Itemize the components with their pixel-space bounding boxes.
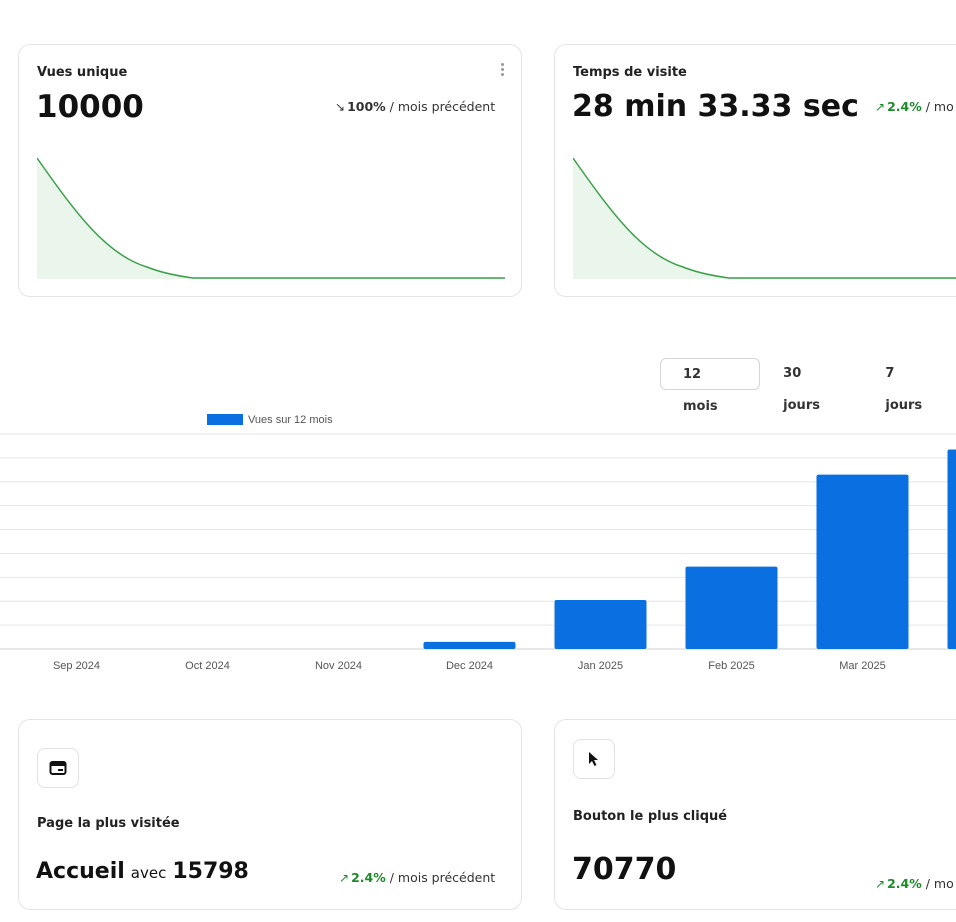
page-name: Accueil <box>36 859 125 884</box>
legend-swatch <box>207 414 243 425</box>
x-tick-label: Feb 2025 <box>708 660 754 672</box>
page-visit-count: 15798 <box>172 859 249 884</box>
most-clicked-button-value: 70770 <box>572 852 677 887</box>
with-label: avec <box>130 864 167 882</box>
unique-views-value: 10000 <box>36 89 144 125</box>
bar-jan-2025[interactable] <box>554 600 647 649</box>
x-tick-label: Dec 2024 <box>446 660 493 672</box>
visit-time-title: Temps de visite <box>573 65 687 80</box>
most-clicked-button-title: Bouton le plus cliqué <box>573 809 728 824</box>
range-option-30-days[interactable]: 30 jours <box>783 366 820 413</box>
x-tick-label: Jan 2025 <box>578 660 623 672</box>
visit-time-trend: ↗ 2.4% / mo <box>875 99 954 114</box>
cursor-icon <box>573 739 615 779</box>
views-bar-chart: Vues sur 12 mois Sep 2024 Oct 2024 Nov 202… <box>0 414 956 672</box>
browser-window-icon <box>37 748 79 788</box>
range-toggle: 12 mois 30 jours 7 jours <box>660 358 956 414</box>
trend-up-icon: ↗ <box>339 871 350 885</box>
visit-time-sparkline <box>573 157 956 279</box>
legend-label: Vues sur 12 mois <box>248 414 333 426</box>
range-option-12-months[interactable]: 12 mois <box>660 358 761 414</box>
trend-up-icon: ↗ <box>875 100 886 114</box>
unique-views-card: Vues unique 10000 ↘ 100% / mois précédent <box>18 44 522 297</box>
bar-feb-2025[interactable] <box>685 566 778 649</box>
bar-dec-2024[interactable] <box>423 641 516 649</box>
x-tick-label: Sep 2024 <box>53 660 100 672</box>
most-visited-page-value: Accueil avec 15798 <box>36 859 249 884</box>
trend-down-icon: ↘ <box>335 100 346 114</box>
trend-up-icon: ↗ <box>875 877 886 891</box>
most-clicked-button-card: Bouton le plus cliqué 70770 ↗ 2.4% / mo <box>554 719 956 910</box>
bar-mar-2025[interactable] <box>816 474 909 649</box>
most-visited-page-trend: ↗ 2.4% / mois précédent <box>339 870 496 885</box>
unique-views-title: Vues unique <box>37 65 128 80</box>
x-tick-label: Oct 2024 <box>185 660 230 672</box>
visit-time-card: Temps de visite 28 min 33.33 sec ↗ 2.4% /… <box>554 44 956 297</box>
unique-views-sparkline <box>37 157 505 279</box>
bar-apr-2025[interactable] <box>947 449 956 649</box>
kebab-icon[interactable] <box>499 63 505 79</box>
x-tick-label: Nov 2024 <box>315 660 362 672</box>
unique-views-trend: ↘ 100% / mois précédent <box>335 99 496 114</box>
most-visited-page-title: Page la plus visitée <box>37 816 180 831</box>
most-clicked-button-trend: ↗ 2.4% / mo <box>875 876 954 891</box>
x-tick-label: Mar 2025 <box>839 660 885 672</box>
most-visited-page-card: Page la plus visitée Accueil avec 15798 ↗ 2… <box>18 719 522 910</box>
visit-time-value: 28 min 33.33 sec <box>572 89 859 124</box>
range-option-7-days[interactable]: 7 jours <box>885 366 923 413</box>
